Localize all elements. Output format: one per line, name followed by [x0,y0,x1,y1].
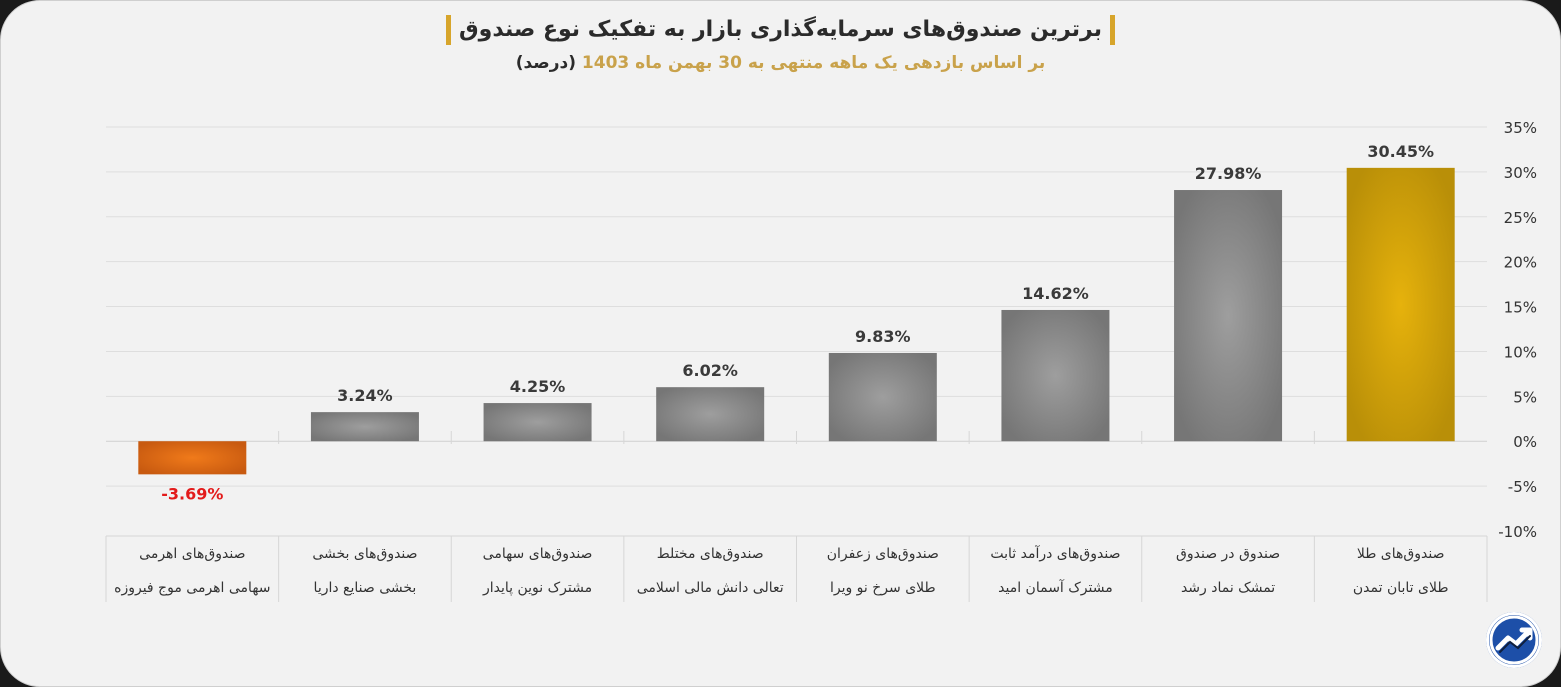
category-label: صندوق‌های طلا طلای تابان تمدن [1314,536,1487,602]
category-label: صندوق‌های اهرمی سهامی اهرمی موج فیروزه [106,536,279,602]
y-tick-label: 35% [1504,119,1537,137]
category-label: صندوق‌های مختلط تعالی دانش مالی اسلامی [624,536,797,602]
category-label-line2: طلای سرخ نو ویرا [829,580,936,596]
bar [310,412,419,442]
bar-value-label: 6.02% [682,361,738,380]
bar [1174,190,1283,442]
category-label-line1: صندوق‌های بخشی [312,546,418,562]
bar-value-label: 9.83% [855,327,911,346]
trend-arrow-icon [1489,615,1539,665]
bar [1346,167,1455,442]
category-label-line1: صندوق‌های مختلط [656,546,764,562]
bar-value-label: 14.62% [1022,284,1089,303]
category-label-line1: صندوق‌های درآمد ثابت [990,546,1121,562]
bar-value-label: 3.24% [337,386,393,405]
chart-title: برترین صندوق‌های سرمایه‌گذاری بازار به ت… [446,15,1115,45]
chart-subtitle-unit: (درصد) [515,53,576,73]
bar [483,403,592,442]
bar [828,352,937,442]
y-axis-ticks: -10% -5% 0% 5% 10% 15% 20% 25% 30% 35% [1498,119,1537,541]
bar-value-label: 27.98% [1195,164,1262,183]
category-label-line2: سهامی اهرمی موج فیروزه [114,580,271,596]
category-label-line2: مشترک نوین پایدار [483,580,593,596]
category-label-line1: صندوق‌های زعفران [826,546,939,562]
y-tick-label: 20% [1504,254,1537,272]
y-tick-label: 25% [1504,209,1537,227]
category-label-line1: صندوق‌های اهرمی [139,546,246,562]
category-label-line2: تمشک نماد رشد [1180,580,1276,596]
category-label-line1: صندوق‌های طلا [1356,546,1445,562]
y-tick-label: 0% [1513,433,1537,451]
category-label: صندوق‌های درآمد ثابت مشترک آسمان امید [969,536,1142,602]
bar [138,441,247,475]
y-tick-label: 30% [1504,164,1537,182]
y-tick-label: 10% [1504,343,1537,361]
category-label: صندوق‌های زعفران طلای سرخ نو ویرا [797,536,970,602]
category-grid [105,431,1488,602]
bar [1001,309,1110,442]
bar-value-label: -3.69% [161,484,223,503]
bar-value-label: 30.45% [1367,142,1434,161]
y-tick-label: 15% [1504,299,1537,317]
y-tick-label: 5% [1513,388,1537,406]
category-label-line1: صندوق در صندوق [1176,546,1281,562]
category-label-line2: بخشی صنایع داریا [313,580,417,596]
category-label: صندوق در صندوق تمشک نماد رشد [1142,536,1315,602]
y-tick-label: -10% [1498,523,1537,541]
y-tick-label: -5% [1508,478,1537,496]
chart-header: برترین صندوق‌های سرمایه‌گذاری بازار به ت… [1,15,1560,75]
brand-logo [1486,612,1542,668]
chart-subtitle-line: بر اساس بازدهی یک ماهه منتهی به 30 بهمن … [1,51,1560,75]
category-label-line2: مشترک آسمان امید [998,580,1113,596]
bars [138,167,1455,475]
category-label: صندوق‌های بخشی بخشی صنایع داریا [279,536,452,602]
value-labels: -3.69% 3.24% 4.25% 6.02% 9.83% 14.62% 27.98% 30… [161,142,1434,504]
category-label-line1: صندوق‌های سهامی [482,546,593,562]
bar [656,387,765,442]
bar-value-label: 4.25% [510,377,566,396]
chart-subtitle: بر اساس بازدهی یک ماهه منتهی به 30 بهمن … [581,53,1046,73]
category-label-line2: تعالی دانش مالی اسلامی [636,580,784,596]
category-label-line2: طلای تابان تمدن [1352,580,1449,596]
category-label: صندوق‌های سهامی مشترک نوین پایدار [451,536,624,602]
